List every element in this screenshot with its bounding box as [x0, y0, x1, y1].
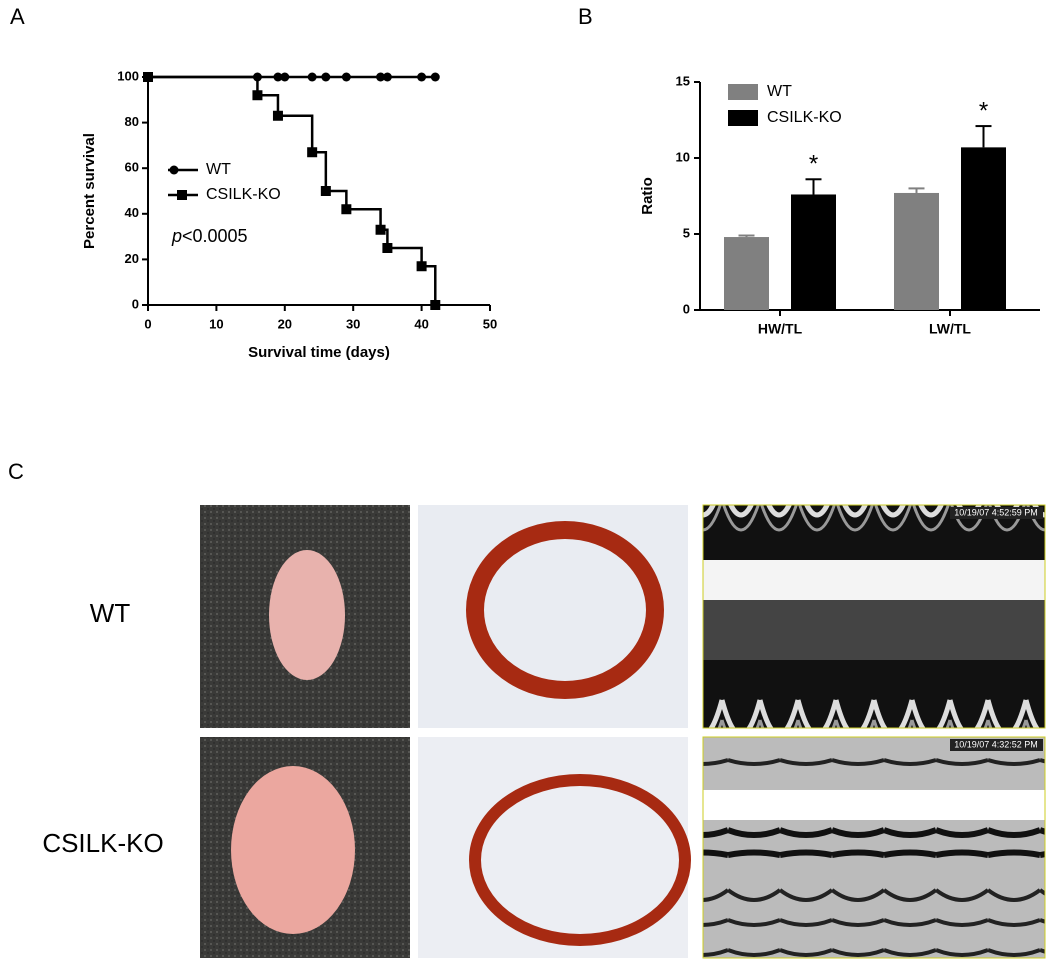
panel-label: B [578, 4, 593, 29]
significance-mark: * [809, 151, 818, 178]
x-tick-label: 50 [483, 316, 497, 331]
y-tick-label: 20 [125, 251, 139, 266]
heart [269, 550, 345, 680]
data-point [430, 300, 441, 310]
data-point [252, 90, 263, 101]
data-point [307, 72, 317, 82]
echo-image [702, 504, 1046, 729]
row-label: WT [90, 598, 131, 628]
data-point [376, 72, 386, 82]
data-point [321, 72, 331, 82]
data-point [382, 243, 393, 253]
y-tick-label: 100 [117, 68, 139, 83]
heart [231, 766, 355, 934]
data-point [417, 72, 427, 82]
y-tick-label: 10 [676, 149, 690, 164]
significance-mark: * [979, 97, 988, 124]
data-point [375, 224, 386, 235]
legend-swatch [728, 84, 758, 100]
y-tick-label: 60 [125, 160, 139, 175]
echo-header [950, 739, 1043, 751]
bar [961, 147, 1006, 310]
panel-label: C [8, 459, 24, 484]
photo-panel: 10/19/07 4:52:59 PM 10/19/07 4:32:52 PM [200, 504, 1046, 959]
x-tick-label: 20 [278, 316, 292, 331]
legend-label: WT [767, 83, 792, 100]
y-axis-label: Percent survival [81, 133, 98, 249]
data-point [307, 147, 318, 158]
annotation: p [171, 226, 182, 246]
echo-timestamp: 10/19/07 4:32:52 PM [954, 739, 1038, 749]
data-point [430, 72, 440, 82]
data-point [272, 110, 283, 121]
x-tick-label: 0 [144, 316, 151, 331]
y-tick-label: 80 [125, 114, 139, 129]
x-tick-label: 10 [209, 316, 223, 331]
data-point [341, 72, 351, 82]
x-tick-label: 40 [414, 316, 428, 331]
bar [894, 192, 939, 310]
x-tick-label: HW/TL [758, 321, 803, 337]
legend-marker [169, 165, 179, 175]
x-tick-label: LW/TL [929, 321, 971, 337]
data-point [416, 261, 427, 272]
heart-section [466, 521, 664, 699]
y-tick-label: 40 [125, 205, 139, 220]
data-point [382, 72, 392, 82]
x-tick-label: 30 [346, 316, 360, 331]
x-axis-label: Survival time (days) [248, 344, 390, 361]
y-tick-label: 0 [683, 301, 690, 316]
y-axis-label: Ratio [639, 177, 656, 215]
row-label: CSILK-KO [42, 828, 163, 858]
legend-label: WT [206, 161, 231, 178]
echo-timestamp: 10/19/07 4:52:59 PM [954, 507, 1038, 517]
echo-image [702, 736, 1046, 959]
legend-swatch [728, 110, 758, 126]
y-tick-label: 15 [676, 73, 690, 88]
data-point [280, 72, 290, 82]
heart-section [469, 774, 691, 946]
legend-marker [177, 190, 187, 200]
survival-curve [148, 75, 437, 305]
echo-header [950, 507, 1043, 519]
data-point [320, 186, 331, 196]
legend-label: CSILK-KO [206, 186, 281, 203]
bar [724, 237, 769, 310]
data-point [341, 204, 352, 215]
y-tick-label: 5 [683, 225, 690, 240]
data-point [273, 72, 283, 82]
y-tick-label: 0 [132, 296, 139, 311]
panel-label: A [10, 4, 25, 29]
annotation: <0.0005 [182, 226, 248, 246]
bar [791, 194, 836, 310]
legend-label: CSILK-KO [767, 109, 842, 126]
data-point [143, 72, 153, 82]
